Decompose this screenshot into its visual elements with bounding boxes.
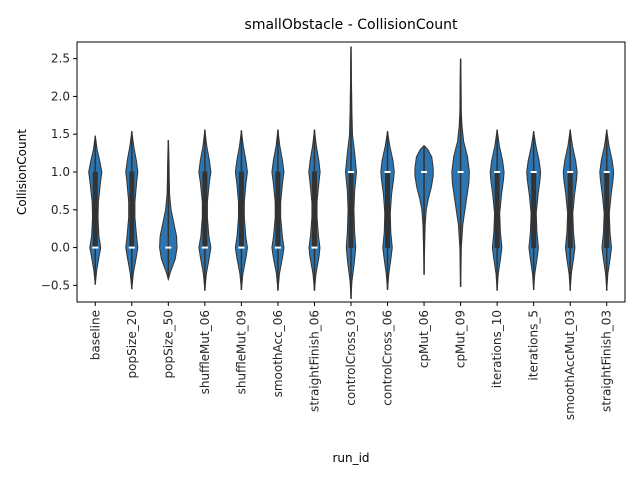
x-tick-label: straightFinish_06: [307, 310, 321, 412]
x-tick-label: popSize_20: [125, 310, 139, 378]
x-tick-label: shuffleMut_09: [234, 310, 248, 394]
x-tick-label: cpMut_06: [417, 310, 431, 368]
violin-median: [530, 171, 537, 173]
violin-iqr-box: [604, 171, 610, 249]
violin-iqr-box: [385, 171, 391, 249]
y-tick-label: 1.5: [51, 127, 70, 141]
violin-median: [348, 171, 354, 173]
chart-title: smallObstacle - CollisionCount: [245, 17, 458, 33]
violin-iqr-box: [311, 171, 317, 249]
violin-median: [92, 246, 99, 249]
x-tick-label: smoothAccMut_03: [563, 310, 577, 420]
x-tick-label: shuffleMut_06: [198, 310, 212, 394]
x-tick-label: iterations_10: [490, 310, 504, 388]
violin-median: [457, 171, 464, 173]
x-tick-label: baseline: [88, 310, 102, 360]
x-tick-label: popSize_50: [161, 310, 175, 378]
violin-iqr-box: [238, 171, 244, 249]
x-tick-label: controlCross_03: [344, 310, 358, 406]
violin-median: [384, 171, 391, 173]
violin-median: [603, 171, 610, 173]
violin-iqr-box: [348, 171, 354, 249]
violin-median: [311, 246, 318, 249]
violin-iqr-box: [531, 171, 537, 249]
x-tick-label: cpMut_09: [454, 310, 468, 368]
y-tick-label: −0.5: [41, 278, 70, 292]
y-tick-label: 0.0: [51, 241, 70, 255]
y-axis-label: CollisionCount: [15, 129, 29, 215]
x-tick-label: straightFinish_03: [600, 310, 614, 412]
violin-median: [421, 171, 428, 173]
violin-median: [567, 171, 574, 173]
violin-iqr-box: [494, 171, 500, 249]
violin-iqr-box: [92, 171, 98, 249]
violin-median: [201, 246, 208, 249]
violin-median: [165, 246, 172, 249]
violin-median: [494, 171, 501, 173]
violin-iqr-box: [202, 171, 208, 249]
x-axis-label: run_id: [332, 451, 369, 465]
violin-median: [238, 246, 245, 249]
y-tick-label: 2.0: [51, 89, 70, 103]
y-tick-label: 0.5: [51, 203, 70, 217]
y-tick-label: 2.5: [51, 52, 70, 66]
y-axis-ticks: −0.5 0.0 0.5 1.0 1.5 2.0 2.5: [41, 52, 77, 292]
violin-layer: [88, 46, 615, 300]
violin-median: [128, 246, 135, 249]
x-tick-label: controlCross_06: [381, 310, 395, 406]
violin-iqr-box: [275, 171, 281, 249]
violin-median: [274, 246, 281, 249]
x-tick-label: smoothAcc_06: [271, 310, 285, 397]
y-tick-label: 1.0: [51, 165, 70, 179]
violin-iqr-box: [129, 171, 135, 249]
x-axis-ticks: baseline popSize_20 popSize_50 shuffleMut_0…: [88, 302, 614, 420]
violin-iqr-box: [567, 171, 573, 249]
x-tick-label: iterations_5: [527, 310, 541, 381]
plot-frame: [76, 41, 626, 303]
